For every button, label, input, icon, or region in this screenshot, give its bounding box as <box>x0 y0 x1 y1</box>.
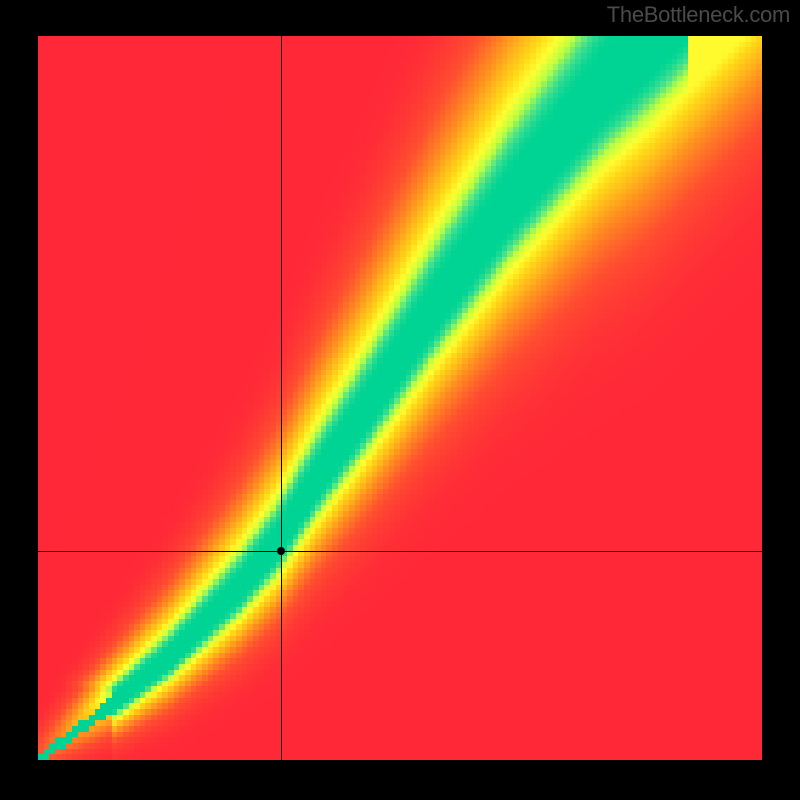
crosshair-vertical-line <box>281 36 282 760</box>
crosshair-horizontal-line <box>38 551 762 552</box>
chart-container: TheBottleneck.com <box>0 0 800 800</box>
watermark-text: TheBottleneck.com <box>607 2 790 28</box>
plot-area <box>38 36 762 760</box>
crosshair-marker-dot <box>277 547 285 555</box>
heatmap-canvas <box>38 36 762 760</box>
